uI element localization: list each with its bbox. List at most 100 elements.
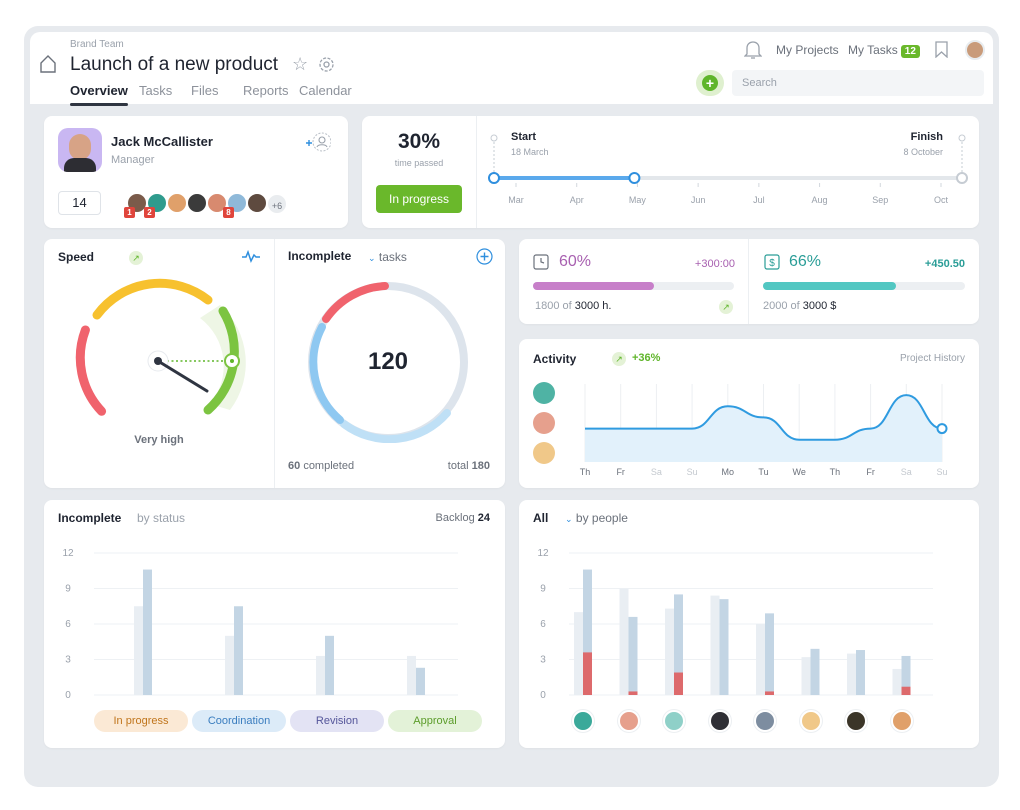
bar-blue	[901, 655, 911, 695]
activity-day-label: Su	[687, 467, 698, 477]
bar-blue	[234, 606, 243, 695]
money-percent: 66%	[789, 253, 822, 270]
incomplete-title: Incomplete	[288, 249, 352, 263]
bar-red	[583, 652, 592, 695]
person-avatar[interactable]	[754, 710, 776, 732]
speed-gauge	[75, 278, 246, 416]
status-chart-subtitle: by status	[137, 511, 186, 525]
y-tick-label: 3	[540, 655, 546, 666]
pulse-icon[interactable]	[241, 249, 261, 263]
user-avatar[interactable]	[965, 40, 985, 60]
bar-blue	[856, 650, 865, 695]
timeline-divider	[476, 116, 477, 228]
clock-icon	[533, 254, 549, 270]
star-icon[interactable]: ☆	[292, 54, 309, 74]
start-label: Start	[511, 131, 537, 143]
bar-light	[619, 588, 629, 695]
money-bar-fill	[763, 282, 897, 290]
bar-red	[628, 691, 638, 695]
incomplete-selector[interactable]: ⌄ tasks	[368, 250, 407, 264]
more-members-badge[interactable]: +6	[266, 193, 288, 215]
hours-used: 1800 of	[535, 300, 572, 312]
profile-count-box: 14	[58, 191, 101, 215]
project-history-link[interactable]: Project History	[899, 353, 965, 364]
home-icon[interactable]	[40, 55, 56, 73]
team-member-avatar[interactable]	[166, 192, 188, 214]
speed-title: Speed	[58, 250, 95, 264]
activity-day-label: Th	[830, 467, 841, 477]
tab-overview[interactable]: Overview	[70, 83, 128, 106]
person-avatar[interactable]	[845, 710, 867, 732]
budget-divider	[748, 239, 749, 324]
completed-value: 60	[288, 460, 301, 472]
activity-day-label: Mo	[722, 467, 735, 477]
my-tasks-link[interactable]: My Tasks 12	[848, 43, 920, 58]
status-legend-pill[interactable]: Approval	[388, 710, 482, 732]
money-bar-track	[763, 282, 965, 290]
bar-blue	[416, 667, 425, 695]
completed-count: 60 completed	[288, 460, 354, 472]
person-avatar[interactable]	[663, 710, 685, 732]
y-tick-label: 6	[540, 619, 546, 630]
my-tasks-count-badge: 12	[900, 45, 920, 58]
person-avatar[interactable]	[572, 710, 594, 732]
bar-red	[674, 672, 683, 695]
activity-day-label: Tu	[758, 467, 768, 477]
member-badge-1: 1	[124, 207, 135, 218]
person-avatar[interactable]	[799, 710, 822, 732]
finish-date: 8 October	[903, 147, 943, 157]
activity-avatar-1[interactable]	[533, 382, 555, 404]
money-delta: +450.50	[924, 258, 965, 270]
speed-divider	[274, 239, 275, 488]
money-summary: 2000 of 3000 $	[763, 300, 836, 312]
bar-blue	[674, 594, 683, 695]
timeline-card	[362, 116, 979, 228]
add-task-icon[interactable]	[476, 248, 493, 265]
add-user-icon[interactable]	[305, 132, 331, 154]
status-legend-pill[interactable]: Revision	[290, 710, 384, 732]
my-projects-link[interactable]: My Projects	[776, 43, 839, 57]
status-button[interactable]: In progress	[376, 185, 462, 213]
team-member-avatar[interactable]	[186, 192, 208, 214]
person-avatar[interactable]	[617, 710, 640, 732]
tab-calendar[interactable]: Calendar	[299, 83, 352, 98]
chevron-down-icon: ⌄	[368, 253, 376, 263]
bar-light	[665, 608, 674, 695]
hours-percent: 60%	[559, 253, 592, 270]
bell-icon[interactable]	[744, 40, 762, 60]
bar-light	[225, 635, 234, 695]
backlog[interactable]: Backlog 24	[400, 512, 490, 524]
add-button[interactable]: +	[696, 70, 724, 96]
tab-reports[interactable]: Reports	[243, 83, 289, 98]
activity-avatar-2[interactable]	[533, 412, 555, 434]
hours-total: 3000 h.	[574, 300, 612, 312]
bar-blue	[765, 613, 774, 695]
bar-light	[801, 657, 811, 695]
y-tick-label: 9	[540, 584, 546, 595]
tab-tasks[interactable]: Tasks	[139, 83, 173, 98]
search-input[interactable]: Search	[732, 70, 984, 96]
tab-files[interactable]: Files	[191, 83, 219, 98]
person-avatar[interactable]	[890, 710, 913, 732]
activity-avatar-3[interactable]	[533, 442, 555, 464]
start-date: 18 March	[511, 147, 549, 157]
money-used: 2000 of	[763, 300, 800, 312]
settings-icon[interactable]	[318, 56, 335, 73]
bar-blue	[583, 569, 592, 695]
activity-day-label: We	[793, 467, 806, 477]
plus-icon: +	[702, 75, 718, 91]
people-selector[interactable]: ⌄ by people	[565, 511, 628, 525]
bookmark-icon[interactable]	[935, 41, 948, 58]
bar-light	[407, 655, 416, 695]
time-passed-percent: 30%	[397, 130, 441, 153]
activity-day-label: Fr	[866, 467, 875, 477]
status-legend-pill[interactable]: Coordination	[192, 710, 286, 732]
team-member-avatar[interactable]	[246, 192, 268, 214]
total-value: 180	[471, 460, 490, 472]
status-legend-pill[interactable]: In progress	[94, 710, 188, 732]
activity-day-label: Th	[580, 467, 591, 477]
y-tick-label: 6	[65, 619, 71, 630]
member-badge-3: 8	[223, 207, 234, 218]
person-avatar[interactable]	[708, 710, 731, 732]
bar-light	[574, 612, 583, 695]
